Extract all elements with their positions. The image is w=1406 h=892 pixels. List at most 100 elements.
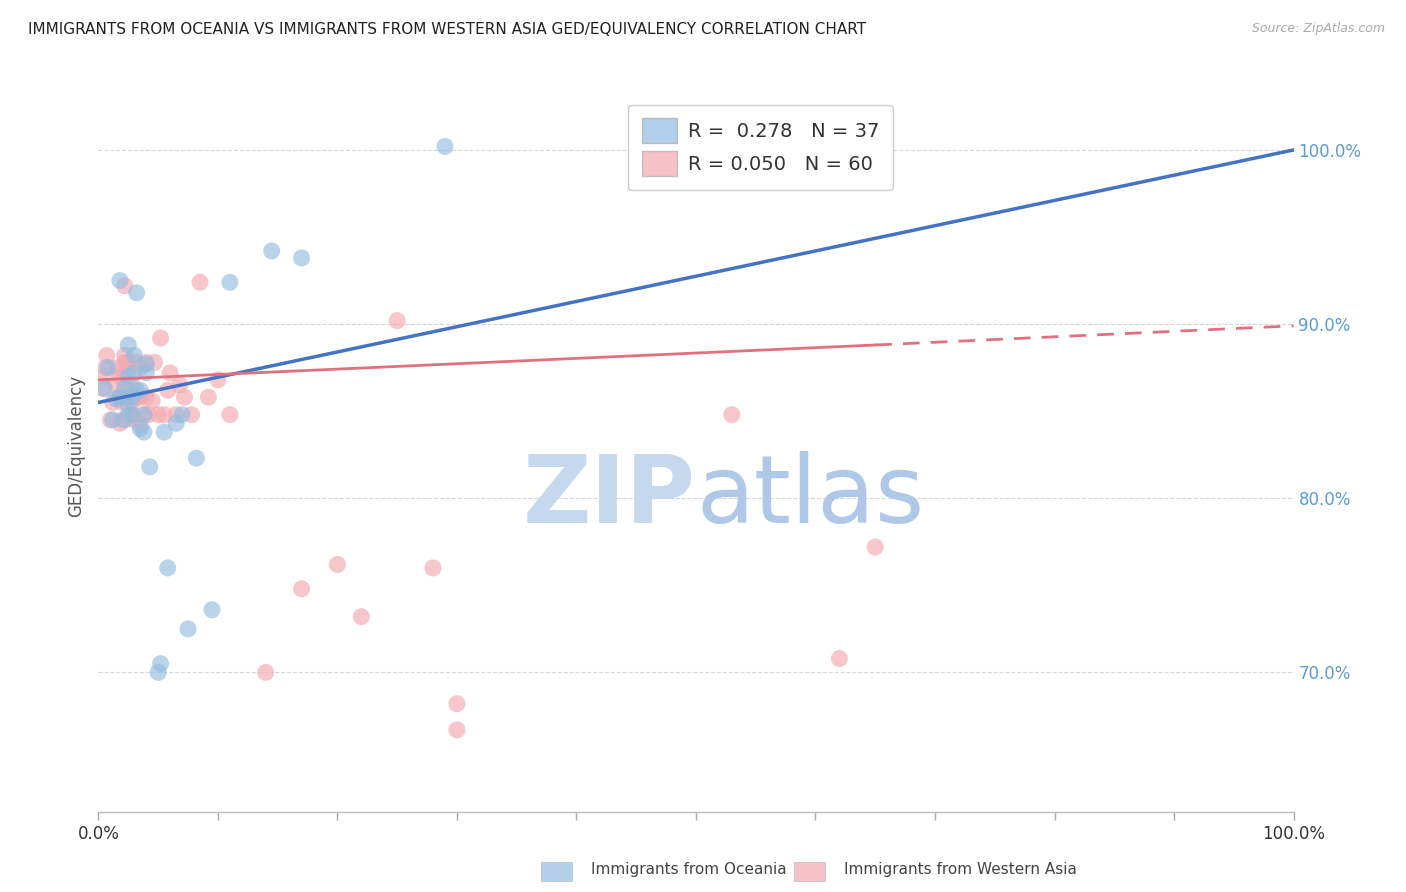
Point (201, 603, 224, 617)
Point (125, 390, 148, 404)
Point (159, 366, 181, 380)
Point (111, 395, 134, 409)
Point (125, 285, 148, 300)
Point (114, 364, 136, 378)
Point (156, 384, 179, 398)
Point (129, 390, 152, 404)
Point (156, 561, 179, 575)
Point (108, 417, 131, 431)
Point (219, 408, 242, 422)
Point (129, 418, 152, 433)
Point (148, 665, 170, 680)
Point (350, 609, 373, 624)
Point (105, 392, 128, 406)
Point (121, 390, 143, 404)
Point (143, 355, 166, 369)
Point (135, 357, 157, 371)
Point (108, 274, 131, 288)
Point (141, 393, 163, 408)
Point (446, 723, 468, 737)
Point (433, 139, 456, 153)
Point (207, 373, 229, 387)
Point (124, 366, 146, 380)
Point (132, 425, 155, 439)
Point (135, 390, 157, 404)
Point (111, 413, 134, 427)
Point (135, 355, 157, 369)
Point (169, 378, 191, 392)
Point (121, 408, 143, 422)
Point (180, 408, 202, 422)
Point (107, 360, 129, 375)
Point (114, 355, 136, 369)
Point (172, 408, 194, 422)
Point (828, 651, 851, 665)
Point (105, 378, 128, 392)
Point (165, 417, 187, 431)
Point (165, 408, 187, 422)
Point (254, 665, 277, 680)
Point (149, 331, 172, 345)
Point (121, 395, 143, 409)
Point (117, 369, 139, 384)
Point (101, 395, 124, 409)
Point (114, 382, 136, 396)
Text: IMMIGRANTS FROM OCEANIA VS IMMIGRANTS FROM WESTERN ASIA GED/EQUIVALENCY CORRELAT: IMMIGRANTS FROM OCEANIA VS IMMIGRANTS FR… (28, 22, 866, 37)
Point (260, 244, 283, 258)
Point (117, 338, 139, 352)
Point (121, 408, 143, 422)
Point (385, 313, 409, 327)
Point (117, 399, 139, 413)
Point (91, 382, 114, 396)
Point (132, 408, 155, 422)
Point (114, 378, 136, 392)
Point (291, 582, 314, 596)
Point (138, 408, 160, 422)
Point (117, 390, 139, 404)
Point (93, 382, 115, 396)
Text: Immigrants from Oceania: Immigrants from Oceania (591, 863, 786, 877)
Text: Source: ZipAtlas.com: Source: ZipAtlas.com (1251, 22, 1385, 36)
Text: Immigrants from Western Asia: Immigrants from Western Asia (844, 863, 1077, 877)
Point (326, 558, 349, 572)
Point (173, 390, 195, 404)
Point (93, 369, 115, 384)
Point (129, 360, 152, 375)
Point (153, 408, 176, 422)
Point (219, 275, 242, 289)
Point (149, 657, 172, 671)
Point (98, 413, 122, 427)
Point (125, 355, 148, 369)
Point (114, 413, 136, 427)
Text: atlas: atlas (696, 451, 924, 543)
Point (129, 384, 152, 398)
Point (129, 421, 152, 435)
Point (108, 369, 131, 384)
Point (121, 378, 143, 392)
Point (125, 384, 148, 398)
Point (188, 275, 211, 289)
Point (135, 366, 157, 380)
Point (114, 278, 136, 293)
Point (117, 408, 139, 422)
Point (422, 561, 444, 575)
Point (139, 459, 162, 474)
Text: ZIP: ZIP (523, 451, 696, 543)
Point (94, 360, 117, 375)
Point (132, 408, 155, 422)
Point (124, 348, 146, 362)
Point (108, 390, 131, 404)
Point (721, 408, 744, 422)
Point (96, 348, 118, 362)
Point (101, 413, 124, 427)
Point (197, 390, 219, 404)
Point (117, 355, 139, 369)
Point (863, 540, 887, 554)
Point (291, 251, 314, 265)
Point (153, 425, 176, 439)
Legend: R =  0.278   N = 37, R = 0.050   N = 60: R = 0.278 N = 37, R = 0.050 N = 60 (628, 104, 893, 190)
Point (114, 348, 136, 362)
Point (148, 408, 170, 422)
Point (177, 622, 200, 636)
Point (108, 390, 131, 404)
